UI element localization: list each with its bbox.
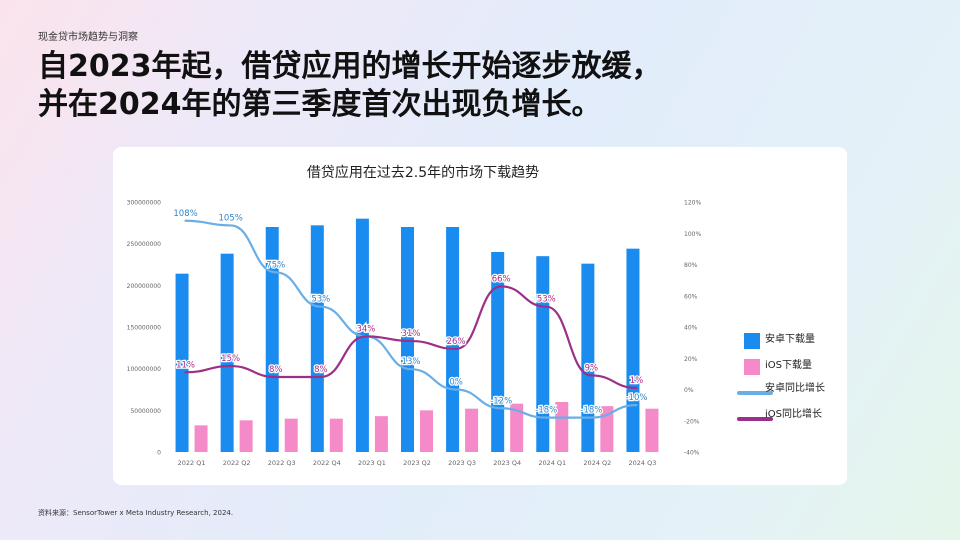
bar-ios-downloads bbox=[239, 420, 253, 452]
bar-android-downloads bbox=[220, 253, 234, 452]
data-label-ios-growth: 8% bbox=[314, 365, 328, 375]
data-label-android-growth: 0% bbox=[449, 378, 463, 388]
title-line-2: 并在2024年的第三季度首次出现负增长。 bbox=[38, 87, 602, 122]
data-label-ios-growth: 9% bbox=[585, 363, 599, 373]
legend-label-android-downloads: 安卓下载量 bbox=[765, 334, 815, 345]
bar-android-downloads bbox=[536, 256, 550, 452]
kicker: 现金贷市场趋势与洞察 bbox=[38, 32, 138, 43]
bar-android-downloads bbox=[175, 273, 189, 452]
bar-ios-downloads bbox=[600, 406, 614, 452]
right-axis-tick-label: 100% bbox=[684, 231, 701, 238]
chart-title: 借贷应用在过去2.5年的市场下载趋势 bbox=[306, 165, 540, 181]
bar-android-downloads bbox=[626, 248, 640, 452]
x-axis-tick-label: 2022 Q1 bbox=[178, 459, 206, 467]
data-label-android-growth: 13% bbox=[402, 357, 421, 367]
chart-plot: 0 50000000 100000000 150000000 200000000 2500… bbox=[127, 200, 702, 468]
bar-ios-downloads bbox=[194, 425, 208, 452]
legend-swatch-ios-downloads bbox=[744, 359, 760, 375]
right-axis-tick-label: -20% bbox=[684, 418, 700, 425]
x-axis-tick-label: 2023 Q3 bbox=[448, 459, 476, 467]
right-axis-tick-label: 60% bbox=[684, 293, 698, 300]
title-line-1: 自2023年起，借贷应用的增长开始逐步放缓， bbox=[38, 49, 662, 84]
legend-swatch-ios-growth bbox=[737, 417, 773, 421]
right-axis-tick-label: 40% bbox=[684, 325, 698, 332]
legend-label-ios-downloads: iOS下载量 bbox=[765, 360, 812, 371]
left-axis-tick-label: 150000000 bbox=[127, 325, 162, 332]
data-label-ios-growth: 53% bbox=[537, 295, 556, 305]
right-axis-tick-label: 20% bbox=[684, 356, 698, 363]
bar-ios-downloads bbox=[420, 410, 433, 452]
bar-ios-downloads bbox=[510, 403, 524, 452]
x-axis-tick-label: 2023 Q4 bbox=[493, 459, 521, 467]
source-note: 资料来源：SensorTower x Meta Industry Researc… bbox=[38, 509, 234, 517]
x-axis-tick-label: 2024 Q3 bbox=[629, 459, 657, 467]
data-label-android-growth: -12% bbox=[490, 396, 512, 406]
bar-android-downloads bbox=[491, 252, 505, 452]
right-axis-tick-label: 120% bbox=[684, 200, 701, 207]
right-axis-tick-label: -40% bbox=[684, 450, 700, 457]
legend-swatch-android-downloads bbox=[744, 333, 760, 349]
left-axis-tick-label: 0 bbox=[157, 450, 161, 457]
line-android-growth bbox=[184, 219, 638, 419]
x-axis-tick-label: 2024 Q1 bbox=[538, 459, 566, 467]
data-label-android-growth: -18% bbox=[535, 406, 557, 416]
x-axis-tick-label: 2023 Q1 bbox=[358, 459, 386, 467]
data-label-android-growth: 53% bbox=[311, 295, 330, 305]
x-axis-tick-label: 2024 Q2 bbox=[583, 459, 611, 467]
bar-android-downloads bbox=[446, 227, 460, 452]
page-title: 自2023年起，借贷应用的增长开始逐步放缓， 并在2024年的第三季度首次出现负… bbox=[38, 48, 662, 124]
data-label-ios-growth: 66% bbox=[492, 274, 511, 284]
data-label-android-growth: 105% bbox=[218, 213, 242, 223]
bar-android-downloads bbox=[310, 225, 324, 452]
x-axis-tick-label: 2022 Q2 bbox=[223, 459, 251, 467]
data-label-android-growth: 75% bbox=[266, 260, 285, 270]
data-label-ios-growth: 34% bbox=[356, 324, 375, 334]
bar-ios-downloads bbox=[329, 418, 343, 452]
bar-ios-downloads bbox=[555, 402, 569, 452]
x-axis-tick-label: 2023 Q2 bbox=[403, 459, 431, 467]
data-label-ios-growth: 26% bbox=[447, 337, 466, 347]
legend-label-android-growth: 安卓同比增长 bbox=[765, 383, 825, 394]
bar-android-downloads bbox=[581, 263, 595, 452]
legend-swatch-android-growth bbox=[737, 391, 773, 395]
left-axis-tick-label: 250000000 bbox=[127, 241, 162, 248]
left-axis-tick-label: 50000000 bbox=[130, 408, 161, 415]
data-label-android-growth: 108% bbox=[173, 209, 197, 219]
data-label-android-growth: 34% bbox=[356, 324, 375, 334]
bar-ios-downloads bbox=[465, 408, 479, 452]
right-axis-tick-label: 80% bbox=[684, 262, 698, 269]
bar-android-downloads bbox=[265, 227, 279, 452]
bar-ios-downloads bbox=[284, 418, 298, 452]
left-axis-tick-label: 300000000 bbox=[127, 200, 162, 207]
data-label-ios-growth: 8% bbox=[269, 365, 283, 375]
bar-ios-downloads bbox=[645, 408, 659, 452]
bar-android-downloads bbox=[401, 227, 414, 452]
left-axis-tick-label: 100000000 bbox=[127, 366, 162, 373]
data-label-ios-growth: 15% bbox=[221, 354, 240, 364]
x-axis-tick-label: 2022 Q3 bbox=[268, 459, 296, 467]
data-label-ios-growth: 11% bbox=[176, 360, 195, 370]
x-axis-tick-label: 2022 Q4 bbox=[313, 459, 341, 467]
chart-card: 借贷应用在过去2.5年的市场下载趋势 0 50000000 100000000 150… bbox=[113, 147, 847, 485]
left-axis-tick-label: 200000000 bbox=[127, 283, 162, 290]
data-label-android-growth: -10% bbox=[625, 393, 647, 403]
legend-label-ios-growth: iOS同比增长 bbox=[765, 409, 822, 420]
data-label-android-growth: -18% bbox=[580, 406, 602, 416]
line-ios-growth bbox=[184, 285, 638, 390]
data-label-ios-growth: 31% bbox=[402, 329, 421, 339]
bar-ios-downloads bbox=[374, 416, 388, 452]
data-label-ios-growth: 1% bbox=[630, 376, 644, 386]
right-axis-tick-label: 0% bbox=[684, 387, 694, 394]
